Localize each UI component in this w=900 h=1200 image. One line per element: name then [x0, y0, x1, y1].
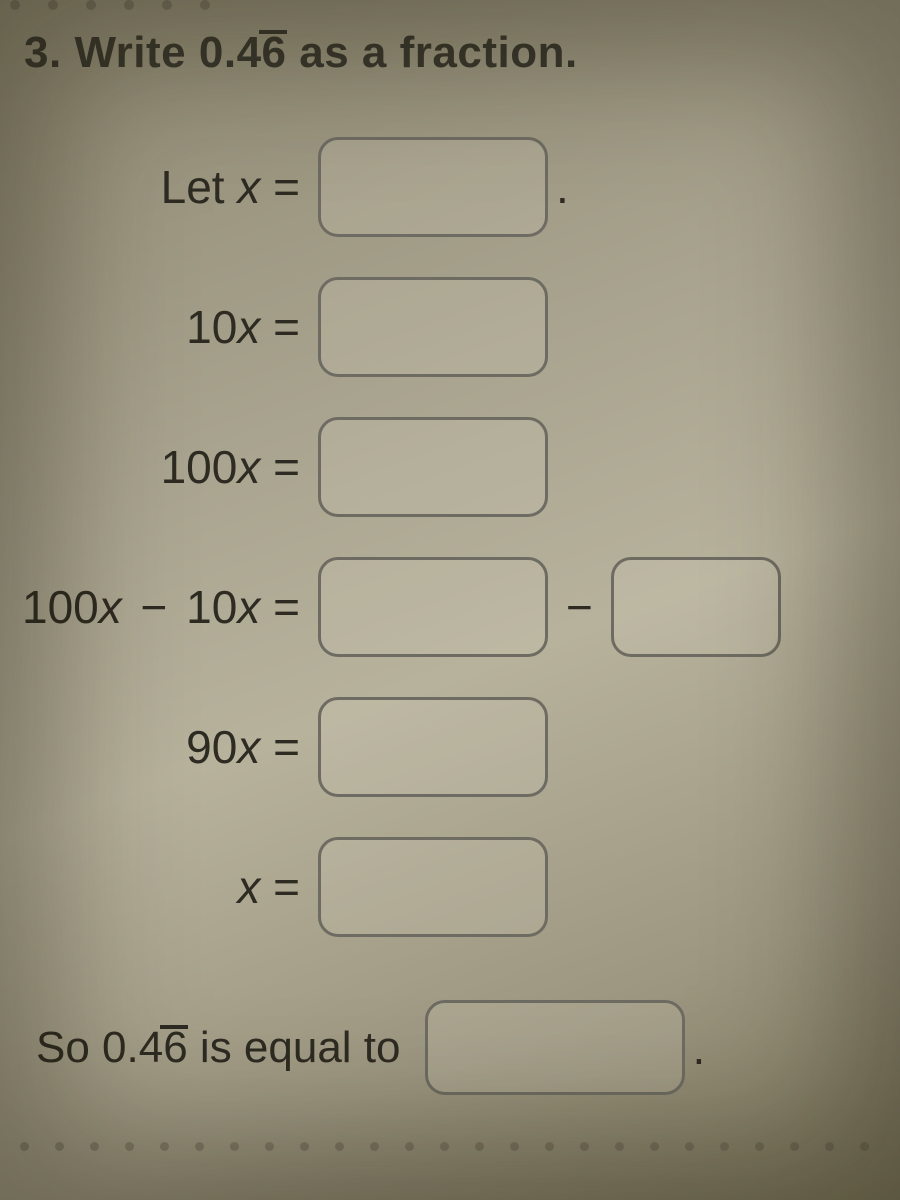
label-eq: = [260, 441, 300, 493]
so-decimal: 0.46 [102, 1023, 188, 1073]
label-100x: 100x = [0, 440, 318, 494]
input-box-100x[interactable] [318, 417, 548, 517]
page-divider-dots [0, 1142, 900, 1154]
input-box-10x[interactable] [318, 277, 548, 377]
label-var-x: x [237, 301, 260, 353]
row-10x: 10x = [0, 272, 548, 382]
input-box-diff-left[interactable] [318, 557, 548, 657]
label-var-x: x [237, 581, 260, 633]
row-90x: 90x = [0, 692, 548, 802]
label-var-x: x [237, 441, 260, 493]
question-text-before: Write [74, 28, 198, 77]
worksheet-page: 3. Write 0.46 as a fraction. Let x = . 1… [0, 0, 900, 1200]
label-coeff-100b: 100 [22, 581, 99, 633]
label-var-x: x [99, 581, 122, 633]
label-coeff-10b: 10 [186, 581, 237, 633]
label-coeff-10: 10 [186, 301, 237, 353]
label-eq: = [260, 301, 300, 353]
label-coeff-100: 100 [161, 441, 238, 493]
question-prompt: 3. Write 0.46 as a fraction. [24, 28, 578, 78]
label-90x: 90x = [0, 720, 318, 774]
label-let: Let [161, 161, 238, 213]
so-line: So 0.46 is equal to . [36, 1000, 705, 1095]
input-box-x[interactable] [318, 837, 548, 937]
label-x: x = [0, 860, 318, 914]
label-10x: 10x = [0, 300, 318, 354]
so-prefix: So [36, 1023, 102, 1072]
label-100x-minus-10x: 100x − 10x = [0, 580, 318, 634]
trailing-period: . [556, 160, 569, 214]
minus-sign: − [566, 580, 593, 634]
label-eq: = [260, 581, 300, 633]
label-var-x: x [237, 161, 260, 213]
input-box-diff-right[interactable] [611, 557, 781, 657]
spiral-binding [0, 0, 900, 14]
input-box-let-x[interactable] [318, 137, 548, 237]
row-100x-minus-10x: 100x − 10x = − [0, 552, 781, 662]
label-eq: = [260, 161, 300, 213]
label-let-x: Let x = [0, 160, 318, 214]
label-coeff-90: 90 [186, 721, 237, 773]
row-x: x = [0, 832, 548, 942]
question-number: 3. [24, 28, 62, 77]
row-let-x: Let x = . [0, 132, 569, 242]
input-box-90x[interactable] [318, 697, 548, 797]
row-100x: 100x = [0, 412, 548, 522]
question-text-after: as a fraction. [287, 28, 578, 77]
label-eq: = [260, 861, 300, 913]
label-var-x: x [237, 861, 260, 913]
trailing-period-final: . [693, 1021, 706, 1075]
label-eq: = [260, 721, 300, 773]
so-suffix: is equal to [188, 1023, 401, 1072]
input-box-final-answer[interactable] [425, 1000, 685, 1095]
label-var-x: x [237, 721, 260, 773]
so-text: So 0.46 is equal to [36, 1023, 401, 1073]
question-decimal: 0.46 [199, 28, 287, 78]
